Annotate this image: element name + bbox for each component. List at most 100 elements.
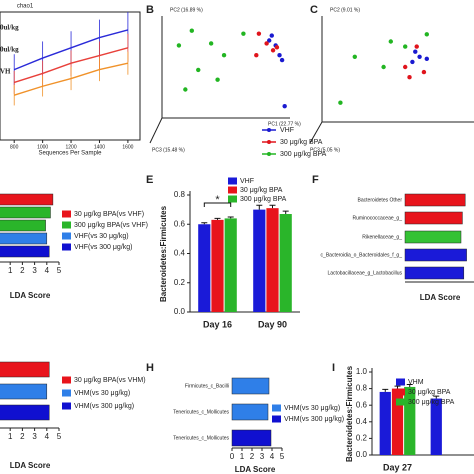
legend-label: VHM(vs 30 μg/kg) bbox=[284, 405, 340, 412]
x-axis-label: LDA Score bbox=[10, 291, 51, 300]
point bbox=[189, 28, 194, 33]
panel-label: H bbox=[146, 362, 154, 374]
x-tick-label: 1400 bbox=[94, 144, 105, 150]
series-line bbox=[14, 62, 129, 96]
bar bbox=[404, 230, 462, 244]
axis-label: PC3 (15.48 %) bbox=[152, 147, 185, 153]
axis bbox=[149, 117, 163, 144]
legend-swatch bbox=[62, 210, 71, 218]
point bbox=[414, 44, 419, 49]
x-tick-label: Day 90 bbox=[258, 319, 287, 329]
bar bbox=[231, 377, 270, 395]
legend-label: 300 μg/kg BPA bbox=[280, 151, 327, 158]
point bbox=[424, 32, 429, 37]
legend-swatch bbox=[396, 378, 405, 386]
axis-label: PC1 (22.77 %) bbox=[268, 121, 301, 127]
bar bbox=[0, 383, 48, 400]
x-tick-label: 2 bbox=[20, 432, 25, 441]
error-bar bbox=[201, 222, 208, 225]
x-tick-label: 1200 bbox=[65, 144, 76, 150]
legend-label: 0ul/kg bbox=[0, 46, 19, 54]
point bbox=[215, 77, 220, 82]
x-tick-label: 2 bbox=[250, 452, 255, 461]
y-tick-label: 0.4 bbox=[356, 417, 368, 426]
bar bbox=[198, 224, 211, 312]
point bbox=[388, 39, 393, 44]
point bbox=[196, 67, 201, 73]
bar bbox=[404, 386, 416, 455]
point bbox=[413, 49, 418, 54]
x-tick-label: Day 16 bbox=[203, 319, 232, 329]
y-tick-label: 0.8 bbox=[356, 384, 368, 393]
x-tick-label: 3 bbox=[260, 452, 265, 461]
x-tick-label: 2 bbox=[20, 266, 25, 275]
legend-swatch bbox=[396, 388, 405, 396]
x-tick-label: 0 bbox=[230, 452, 235, 461]
y-tick-label: 0.2 bbox=[174, 278, 186, 287]
x-tick-label: 1 bbox=[240, 452, 245, 461]
x-tick-label: 4 bbox=[45, 266, 50, 275]
point bbox=[264, 41, 269, 46]
bar bbox=[224, 218, 237, 312]
y-tick-label: 0.6 bbox=[174, 219, 186, 228]
legend-swatch bbox=[272, 404, 281, 412]
point bbox=[282, 103, 287, 109]
point bbox=[176, 43, 182, 48]
legend-label: VHM(vs 300 μg/kg) bbox=[284, 416, 344, 423]
point bbox=[403, 44, 408, 49]
legend-label: 30 μg/kg BPA(vs VHM) bbox=[74, 377, 146, 384]
point bbox=[381, 64, 386, 70]
x-axis-label: LDA Score bbox=[10, 461, 51, 470]
category-label: Tenericutes_c_Mollicutes bbox=[173, 435, 229, 441]
error-bar bbox=[256, 204, 263, 210]
y-tick-label: 0.0 bbox=[174, 307, 186, 316]
point bbox=[352, 54, 357, 59]
point bbox=[274, 45, 280, 50]
bar bbox=[404, 266, 465, 280]
point bbox=[421, 69, 427, 75]
point bbox=[267, 38, 272, 43]
y-tick-label: 0.2 bbox=[356, 434, 368, 443]
category-label: Firmicutes_c_Bacilli bbox=[185, 383, 229, 389]
point bbox=[424, 56, 429, 62]
legend-swatch bbox=[62, 389, 71, 397]
legend-label: 300 μg/kg BPA bbox=[240, 196, 287, 203]
category-label: Tenericutes_c_Mollicutes bbox=[173, 409, 229, 415]
bar bbox=[0, 206, 51, 219]
bar bbox=[266, 208, 279, 312]
error-bar bbox=[269, 204, 276, 209]
y-axis-label: Bacteroidetes:Firmicutes bbox=[159, 205, 168, 302]
panel-label: I bbox=[332, 362, 335, 374]
point bbox=[407, 75, 412, 80]
legend-swatch bbox=[228, 186, 237, 194]
legend-label: 30 μg/kg BPA bbox=[280, 139, 323, 146]
point bbox=[221, 53, 227, 58]
x-tick-label: 5 bbox=[280, 452, 285, 461]
point bbox=[338, 100, 343, 105]
legend-label: 30 μg/kg BPA bbox=[408, 389, 451, 396]
category-label: Rikenellaceae_g_ bbox=[362, 234, 402, 240]
error-bar bbox=[394, 385, 401, 389]
plot-frame bbox=[0, 11, 141, 141]
bar bbox=[404, 248, 467, 262]
panel-label: F bbox=[312, 174, 319, 186]
point bbox=[256, 31, 262, 36]
x-tick-label: 3 bbox=[32, 432, 37, 441]
legend-swatch bbox=[228, 195, 237, 203]
legend-swatch bbox=[62, 243, 71, 251]
legend-marker bbox=[267, 128, 271, 132]
legend-marker bbox=[267, 140, 271, 144]
legend-swatch bbox=[272, 415, 281, 423]
y-axis-label: Bacteroidetes:Firmicutes bbox=[345, 365, 354, 462]
bar bbox=[279, 214, 292, 312]
bar bbox=[0, 245, 50, 258]
error-bar bbox=[214, 217, 221, 220]
point bbox=[254, 53, 259, 58]
point bbox=[241, 31, 246, 36]
error-bar bbox=[406, 383, 413, 387]
legend-label: 30 μg/kg BPA(vs VHF) bbox=[74, 211, 144, 218]
point bbox=[183, 87, 188, 92]
point bbox=[417, 54, 422, 59]
x-axis-label: LDA Score bbox=[235, 465, 276, 474]
